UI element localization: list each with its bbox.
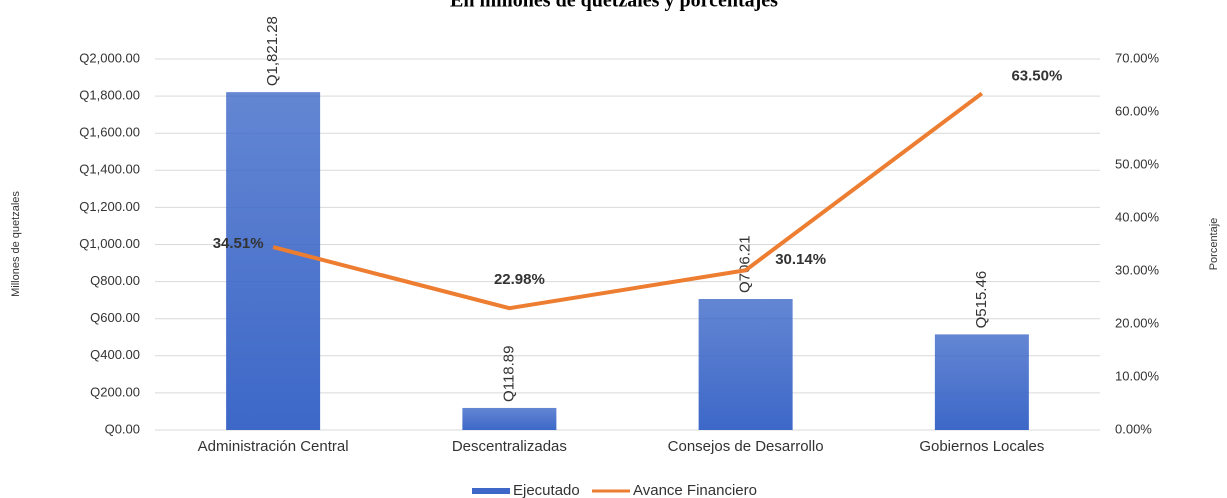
y-tick-label: Q2,000.00 [79,50,140,65]
x-tick-label: Consejos de Desarrollo [668,438,824,455]
line-value-label: 34.51% [213,235,264,252]
bar [934,334,1029,430]
y2-tick-label: 20.00% [1115,315,1160,330]
y-tick-label: Q0.00 [105,421,140,436]
y2-tick-label: 0.00% [1115,421,1152,436]
y-axis-title: Millones de quetzales [10,191,22,297]
y2-axis-title: Porcentaje [1208,218,1220,271]
y-tick-label: Q1,000.00 [79,236,140,251]
legend-swatch [472,488,510,494]
y-tick-label: Q1,400.00 [79,162,140,177]
line [272,91,984,311]
y-tick-label: Q600.00 [90,310,140,325]
bar-value-label: Q515.46 [973,271,990,329]
bar-value-label: Q118.89 [500,346,517,402]
bar [698,298,793,430]
y-tick-label: Q1,200.00 [79,199,140,214]
bar-value-label: Q706.21 [737,235,754,293]
line-value-label: 22.98% [494,271,545,288]
y2-tick-label: 70.00% [1115,50,1160,65]
bar-value-label: Q1,821.28 [264,16,281,86]
y-tick-label: Q1,600.00 [79,125,140,140]
y2-tick-label: 10.00% [1115,368,1160,383]
bar [462,407,557,430]
line-value-label: 30.14% [775,251,826,268]
y-tick-label: Q200.00 [90,384,140,399]
legend-label: Avance Financiero [633,482,757,498]
x-tick-label: Administración Central [198,438,349,455]
legend-label: Ejecutado [513,482,580,498]
bar [226,92,321,430]
y-tick-label: Q800.00 [90,273,140,288]
line-value-label: 63.50% [1011,67,1062,84]
chart-subtitle: En millones de quetzales y porcentajes [450,0,778,12]
x-tick-label: Gobiernos Locales [919,438,1044,455]
y2-tick-label: 30.00% [1115,262,1160,277]
y2-tick-label: 50.00% [1115,156,1160,171]
y2-tick-label: 40.00% [1115,209,1160,224]
y2-tick-label: 60.00% [1115,103,1160,118]
x-tick-label: Descentralizadas [452,438,567,455]
y-tick-label: Q1,800.00 [79,88,140,103]
y-tick-label: Q400.00 [90,347,140,362]
